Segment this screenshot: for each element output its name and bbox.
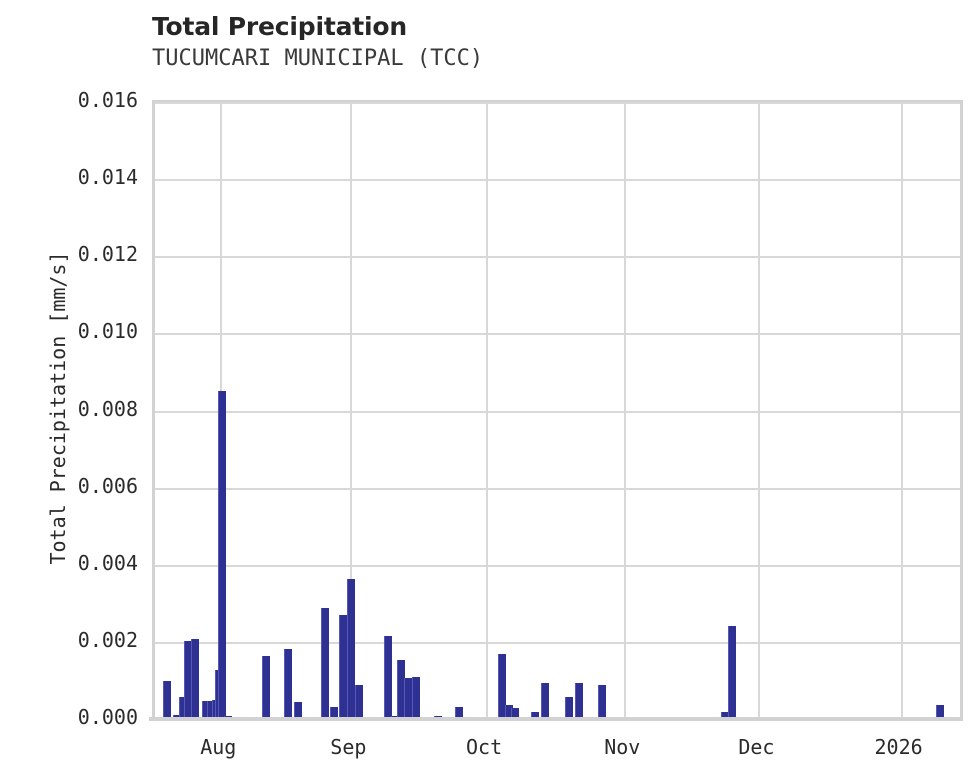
bar: [530, 712, 539, 720]
bar: [355, 684, 364, 720]
bar: [184, 640, 193, 720]
bar: [218, 391, 227, 720]
bar: [935, 704, 944, 720]
bar: [397, 659, 406, 720]
y-axis-tick-label: 0.004: [77, 550, 138, 575]
bar: [454, 707, 463, 720]
gridline-horizontal: [155, 487, 963, 490]
bar: [262, 656, 271, 720]
bar: [190, 639, 199, 720]
gridline-horizontal: [155, 333, 963, 336]
gridline-horizontal: [155, 256, 963, 259]
gridline-vertical: [624, 103, 627, 720]
bar: [575, 682, 584, 720]
y-axis-tick-label: 0.002: [77, 627, 138, 652]
gridline-horizontal: [155, 410, 963, 413]
plot-right-border: [960, 100, 963, 718]
gridline-horizontal: [155, 641, 963, 644]
title-block: Total Precipitation TUCUMCARI MUNICIPAL …: [152, 12, 952, 74]
y-axis-tick-label: 0.006: [77, 473, 138, 498]
y-axis-tick-label: 0.012: [77, 242, 138, 267]
bar: [411, 676, 420, 720]
bar: [498, 653, 507, 720]
bar: [339, 615, 348, 720]
y-axis-tick-label: 0.000: [77, 705, 138, 729]
x-axis-tick-label: Aug: [200, 735, 237, 759]
x-axis-tick-label: 2026: [874, 735, 923, 759]
bar: [403, 677, 412, 720]
bar: [541, 682, 550, 720]
x-axis-line: [149, 717, 963, 721]
bar: [383, 636, 392, 720]
y-axis-tick-label: 0.016: [77, 88, 138, 112]
gridline-horizontal: [155, 102, 963, 104]
bar: [727, 625, 736, 720]
y-axis-tick-label: 0.008: [77, 396, 138, 421]
bar: [201, 700, 210, 720]
bar: [347, 578, 356, 720]
y-axis-tick-label: 0.010: [77, 319, 138, 344]
gridline-vertical: [486, 103, 489, 720]
bar: [504, 704, 513, 720]
gridline-horizontal: [155, 179, 963, 182]
gridline-vertical: [900, 103, 903, 720]
bar: [720, 711, 729, 720]
x-axis-tick-label: Nov: [604, 735, 641, 759]
gridline-vertical: [350, 103, 353, 720]
bar: [179, 696, 188, 720]
bar: [329, 706, 338, 720]
x-axis-tick-label: Sep: [330, 735, 367, 759]
bar: [510, 708, 519, 720]
bar: [565, 696, 574, 720]
gridline-horizontal: [155, 564, 963, 567]
bar: [320, 608, 329, 720]
gridline-vertical: [758, 103, 761, 720]
chart-subtitle: TUCUMCARI MUNICIPAL (TCC): [152, 46, 484, 71]
bar: [293, 701, 302, 720]
x-axis-tick-label: Oct: [466, 735, 503, 759]
bar: [597, 685, 606, 720]
bar: [206, 700, 215, 720]
bar: [284, 649, 293, 720]
bar: [163, 680, 172, 720]
page-title: Total Precipitation: [152, 12, 407, 41]
y-axis-tick-label: 0.014: [77, 165, 138, 190]
x-axis-tick-label: Dec: [738, 735, 775, 759]
plot-area: [152, 100, 963, 720]
